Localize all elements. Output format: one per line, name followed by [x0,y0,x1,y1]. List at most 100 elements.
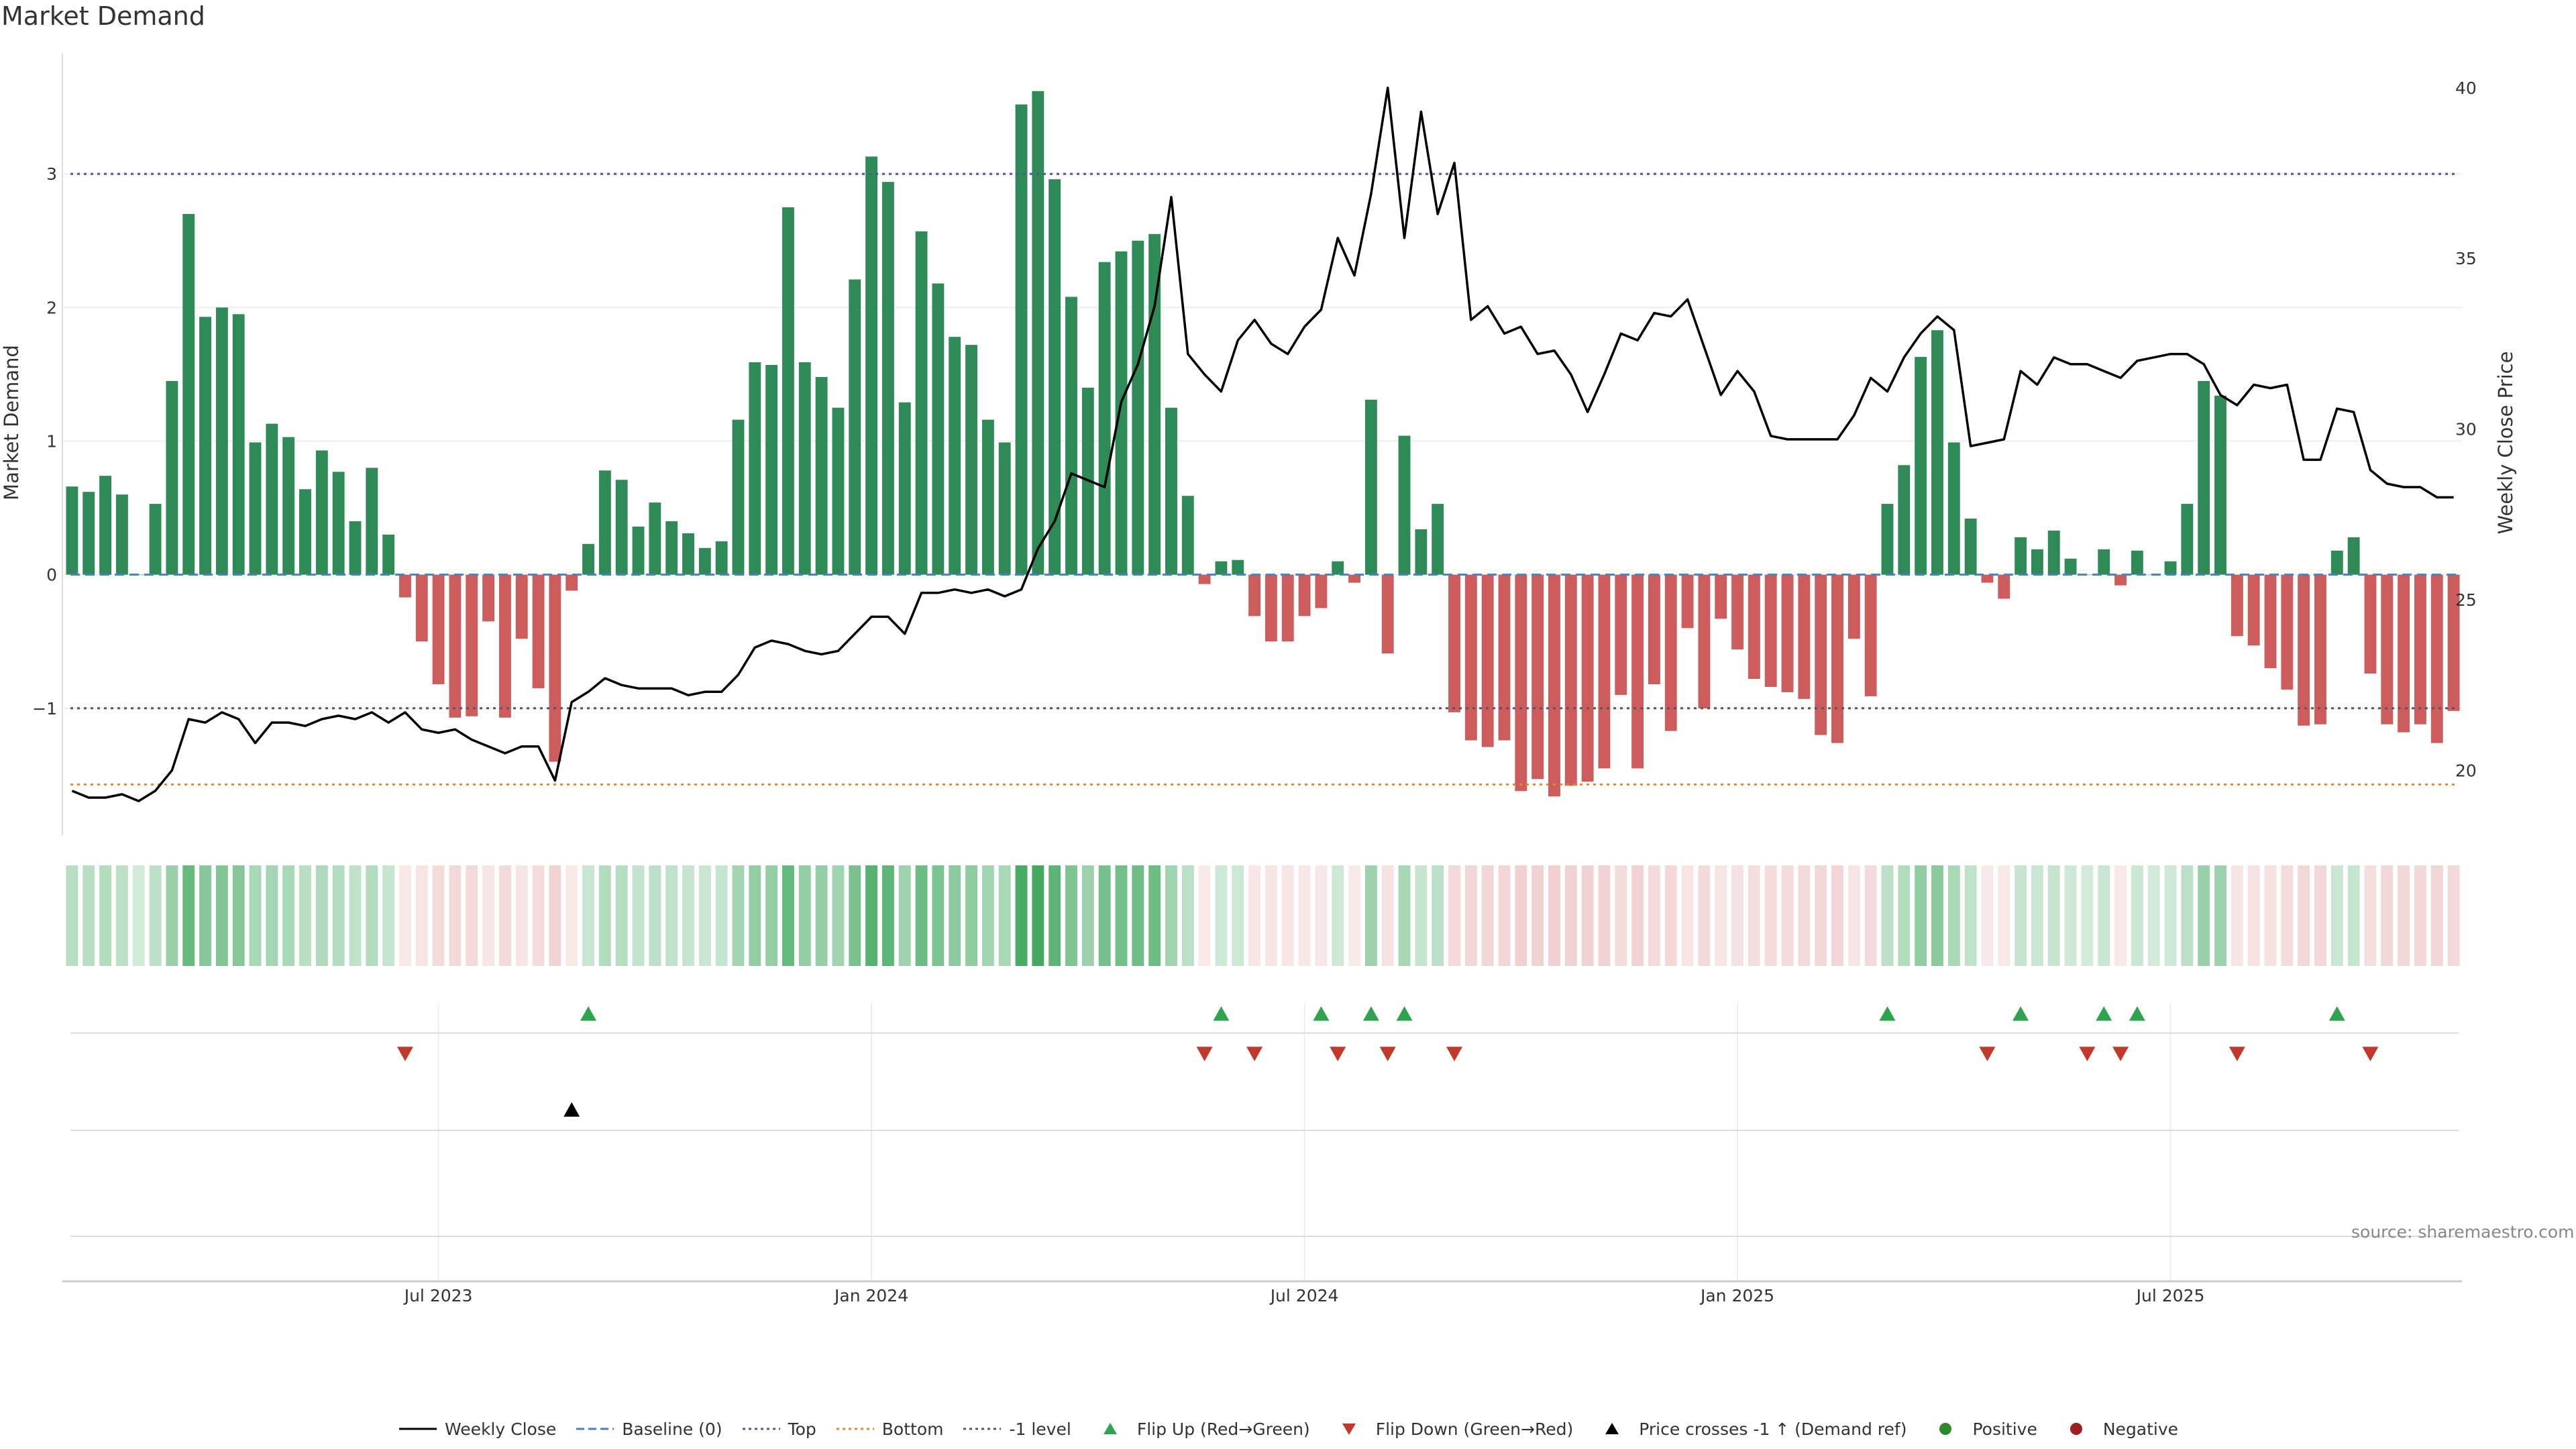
flip-up-marker [1213,1006,1230,1021]
legend: Weekly Close Baseline (0) Top Bottom -1 leve… [0,1415,2576,1442]
heat-cell [732,865,745,966]
demand-bar [715,541,728,575]
heat-cell [665,865,678,966]
heat-cell [632,865,645,966]
right-tick-label: 20 [2455,761,2477,780]
heat-cell [1364,865,1377,966]
demand-bar [515,574,528,639]
demand-bar [1532,574,1544,780]
flip-down-marker [1446,1046,1463,1061]
legend-swatch [1939,1423,1952,1435]
heat-cell [2281,865,2294,966]
heat-cell [1298,865,1311,966]
demand-bar [1381,574,1394,654]
demand-bar [1364,399,1377,575]
demand-bar [1165,407,1177,575]
legend-item: Price crosses -1 ↑ (Demand ref) [1592,1419,1907,1439]
heat-cell [1581,865,1594,966]
heat-cell [1098,865,1111,966]
demand-bar [282,437,295,575]
legend-item: Baseline (0) [575,1419,722,1439]
demand-bar [949,337,961,575]
heat-cell [549,865,561,966]
demand-bar [1348,574,1360,583]
legend-item: Positive [1925,1419,2037,1439]
demand-bar [2264,574,2277,669]
heat-cell [965,865,977,966]
demand-bar [932,283,945,575]
heat-cell [1315,865,1328,966]
legend-label: Bottom [881,1419,944,1439]
demand-bar [1548,574,1560,797]
flip-down-marker [2362,1046,2379,1061]
heat-cell [432,865,445,966]
demand-bar [232,314,245,575]
right-tick-label: 25 [2455,590,2477,610]
demand-bar [1032,91,1044,575]
demand-bar [299,489,311,575]
heat-cell [232,865,245,966]
legend-label: Weekly Close [444,1419,557,1439]
heat-cell [1798,865,1811,966]
demand-bar [1664,574,1677,731]
legend-label: -1 level [1009,1419,1071,1439]
demand-bar [115,494,128,575]
demand-bar [1931,330,1943,575]
demand-bar [2164,561,2177,575]
demand-bar [998,442,1011,575]
heat-cell [1931,865,1943,966]
heat-cell [1232,865,1244,966]
demand-bar [2131,550,2143,575]
demand-bar [1781,574,1794,692]
heat-cell [2430,865,2443,966]
heat-cell [582,865,594,966]
demand-bar [1564,574,1577,786]
heat-cell [99,865,112,966]
heat-cell [1032,865,1044,966]
heat-cell [515,865,528,966]
demand-bar [2314,574,2326,724]
demand-bar [332,472,345,575]
heat-cell [2031,865,2043,966]
legend-item: Flip Down (Green→Red) [1329,1419,1573,1439]
demand-bar [349,521,362,575]
demand-bar [2231,574,2243,637]
demand-bar [782,207,794,575]
demand-bar [2064,558,2077,575]
heat-cell [1165,865,1177,966]
demand-bar [1798,574,1811,699]
demand-bar [915,231,928,575]
demand-bar [1198,574,1211,584]
heat-cell [1015,865,1028,966]
demand-bar [749,362,761,575]
heat-cell [498,865,511,966]
demand-bar [99,476,112,575]
heat-cell [981,865,994,966]
heat-cell [199,865,211,966]
heat-cell [2314,865,2326,966]
demand-bar [1115,251,1128,575]
heat-cell [382,865,395,966]
heat-cell [615,865,628,966]
heat-cell [2298,865,2310,966]
demand-bar [1398,435,1411,575]
demand-bar [1315,574,1328,608]
x-tick-label: Jan 2025 [1699,1286,1774,1305]
demand-bar [2181,504,2194,575]
flip-down-marker [396,1046,413,1061]
demand-bar [2047,530,2060,575]
heat-cell [2081,865,2094,966]
heat-cell [1181,865,1194,966]
demand-bar [898,402,911,575]
demand-bar [432,574,445,684]
heat-cell [1598,865,1611,966]
heat-cell [1398,865,1411,966]
demand-bar [2098,549,2110,575]
heat-cell [1148,865,1161,966]
demand-bar [566,574,578,591]
demand-bar [199,317,211,575]
demand-bar [2414,574,2426,724]
heat-cell [2147,865,2160,966]
demand-bar [1498,574,1511,741]
demand-bar [2364,574,2377,674]
